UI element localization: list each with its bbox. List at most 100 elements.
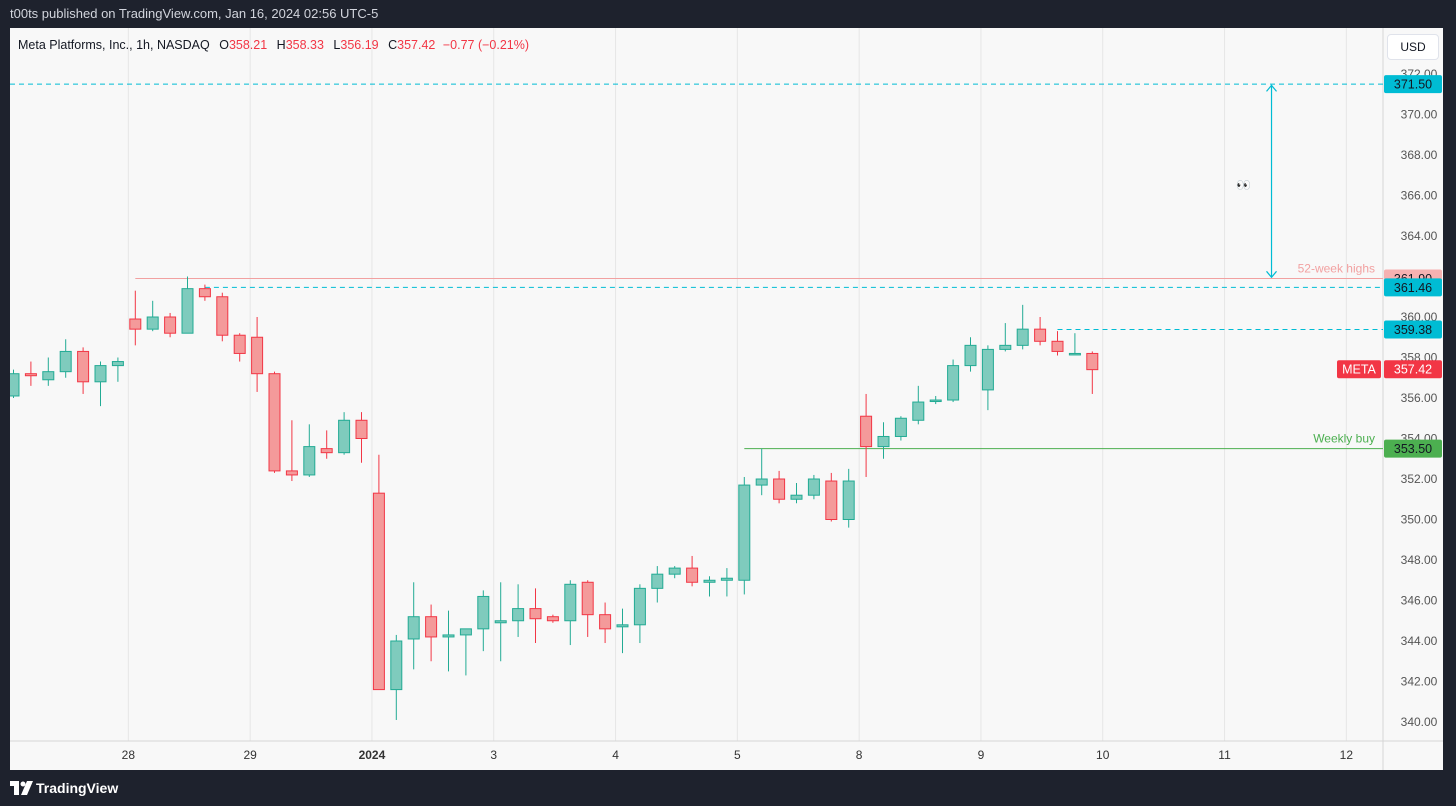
x-tick-label: 8 bbox=[856, 748, 863, 762]
measure-arrow-head-top bbox=[1266, 84, 1277, 92]
candle-body bbox=[59, 350, 72, 373]
current-price-badge bbox=[1384, 360, 1442, 379]
candle-body bbox=[216, 296, 229, 336]
y-tick-label: 340.00 bbox=[1401, 715, 1438, 729]
close-value: 357.42 bbox=[397, 38, 436, 52]
candle-body bbox=[1016, 328, 1029, 346]
high-value: 358.33 bbox=[285, 38, 324, 52]
candle-body bbox=[459, 628, 472, 636]
candle-body bbox=[860, 415, 873, 448]
candle-body bbox=[477, 595, 490, 630]
open-value: 358.21 bbox=[228, 38, 268, 52]
level-note-weekly-buy: Weekly buy bbox=[1313, 432, 1375, 446]
weekly-buy-badge bbox=[1384, 439, 1442, 458]
weekly-buy-badge-label: 353.50 bbox=[1394, 442, 1432, 456]
candle-body bbox=[929, 399, 942, 403]
candle-body bbox=[616, 624, 629, 628]
x-tick-label: 29 bbox=[243, 748, 257, 762]
candle-body bbox=[947, 365, 960, 401]
tradingview-brand: TradingView bbox=[36, 780, 119, 796]
level-note-52-week-high: 52-week highs bbox=[1298, 262, 1375, 276]
candle-body bbox=[1068, 352, 1081, 356]
candle-body bbox=[164, 316, 177, 334]
y-tick-label: 346.00 bbox=[1401, 594, 1438, 608]
level-361-46-badge bbox=[1384, 278, 1442, 297]
x-tick-label: 11 bbox=[1218, 748, 1231, 762]
candle-body bbox=[999, 344, 1012, 350]
level-359-38-badge bbox=[1384, 320, 1442, 339]
x-tick-label: 4 bbox=[612, 748, 619, 762]
publisher-bar: t00ts published on TradingView.com, Jan … bbox=[0, 0, 1456, 28]
candle-body bbox=[981, 348, 994, 391]
candle-body bbox=[390, 640, 403, 691]
candle-body bbox=[10, 373, 20, 397]
x-tick-label: 5 bbox=[734, 748, 741, 762]
low-label: L bbox=[333, 38, 341, 52]
candle-body bbox=[233, 334, 246, 354]
tradingview-logo-icon bbox=[10, 781, 33, 795]
x-tick-label: 2024 bbox=[359, 748, 386, 762]
y-tick-label: 350.00 bbox=[1401, 513, 1438, 527]
candle-body bbox=[912, 401, 925, 421]
candle-body bbox=[198, 288, 211, 298]
candle-body bbox=[285, 470, 298, 476]
eyes-emoji-annotation: 👀 bbox=[1236, 178, 1251, 192]
candle-body bbox=[599, 614, 612, 630]
y-tick-label: 360.00 bbox=[1401, 310, 1438, 324]
x-tick-label: 12 bbox=[1340, 748, 1354, 762]
open-label: O bbox=[219, 38, 229, 52]
candlestick-chart[interactable]: 340.00 342.00 344.00 346.00 348.00 350.00 352.… bbox=[10, 28, 1443, 770]
candle-body bbox=[338, 419, 351, 454]
chart-area[interactable]: 340.00 342.00 344.00 346.00 348.00 350.00 352.… bbox=[10, 28, 1443, 770]
candle-body bbox=[129, 318, 142, 330]
currency-button[interactable]: USD bbox=[1387, 34, 1439, 60]
candle-body bbox=[320, 448, 333, 454]
candle-body bbox=[268, 373, 281, 472]
candle-body bbox=[512, 608, 525, 622]
symbol-tag-badge bbox=[1337, 360, 1381, 379]
candle-body bbox=[738, 484, 751, 581]
candle-body bbox=[181, 288, 194, 334]
y-tick-label: 370.00 bbox=[1401, 108, 1438, 122]
candle-body bbox=[24, 373, 37, 377]
candle-body bbox=[877, 435, 890, 448]
change-value: −0.77 (−0.21%) bbox=[442, 38, 530, 52]
candle-body bbox=[1051, 340, 1064, 352]
candle-body bbox=[686, 567, 699, 583]
candle-body bbox=[251, 336, 264, 375]
x-tick-label: 28 bbox=[122, 748, 136, 762]
candle-body bbox=[807, 478, 820, 496]
candle-body bbox=[755, 478, 768, 486]
candle-body bbox=[355, 419, 368, 439]
candle-body bbox=[668, 567, 681, 575]
candle-body bbox=[720, 577, 733, 581]
candle-body bbox=[703, 579, 716, 583]
candle-body bbox=[773, 478, 786, 500]
candle-body bbox=[1086, 352, 1099, 371]
candle-body bbox=[407, 616, 420, 640]
candle-body bbox=[842, 480, 855, 520]
candle-body bbox=[111, 361, 124, 367]
candle-body bbox=[564, 583, 577, 622]
y-tick-label: 366.00 bbox=[1401, 189, 1438, 203]
candle-body bbox=[442, 634, 455, 638]
low-value: 356.19 bbox=[340, 38, 379, 52]
level-361-46-badge-label: 361.46 bbox=[1394, 281, 1432, 295]
candle-body bbox=[146, 316, 159, 330]
x-tick-label: 10 bbox=[1096, 748, 1110, 762]
target-371-50-badge bbox=[1384, 75, 1442, 94]
x-tick-label: 9 bbox=[978, 748, 985, 762]
y-tick-label: 368.00 bbox=[1401, 148, 1438, 162]
symbol-tag-label: META bbox=[1342, 363, 1376, 377]
current-price-badge-label: 357.42 bbox=[1394, 363, 1432, 377]
candle-body bbox=[546, 616, 559, 622]
y-tick-label: 352.00 bbox=[1401, 472, 1438, 486]
symbol-title: Meta Platforms, Inc., 1h, NASDAQ bbox=[18, 38, 210, 52]
y-tick-label: 364.00 bbox=[1401, 229, 1438, 243]
y-tick-label: 342.00 bbox=[1401, 675, 1438, 689]
footer-bar: TradingView bbox=[0, 770, 1456, 806]
candle-body bbox=[529, 608, 542, 620]
candle-body bbox=[790, 494, 803, 500]
symbol-legend: Meta Platforms, Inc., 1h, NASDAQ O358.21… bbox=[18, 38, 529, 52]
y-tick-label: 344.00 bbox=[1401, 634, 1438, 648]
